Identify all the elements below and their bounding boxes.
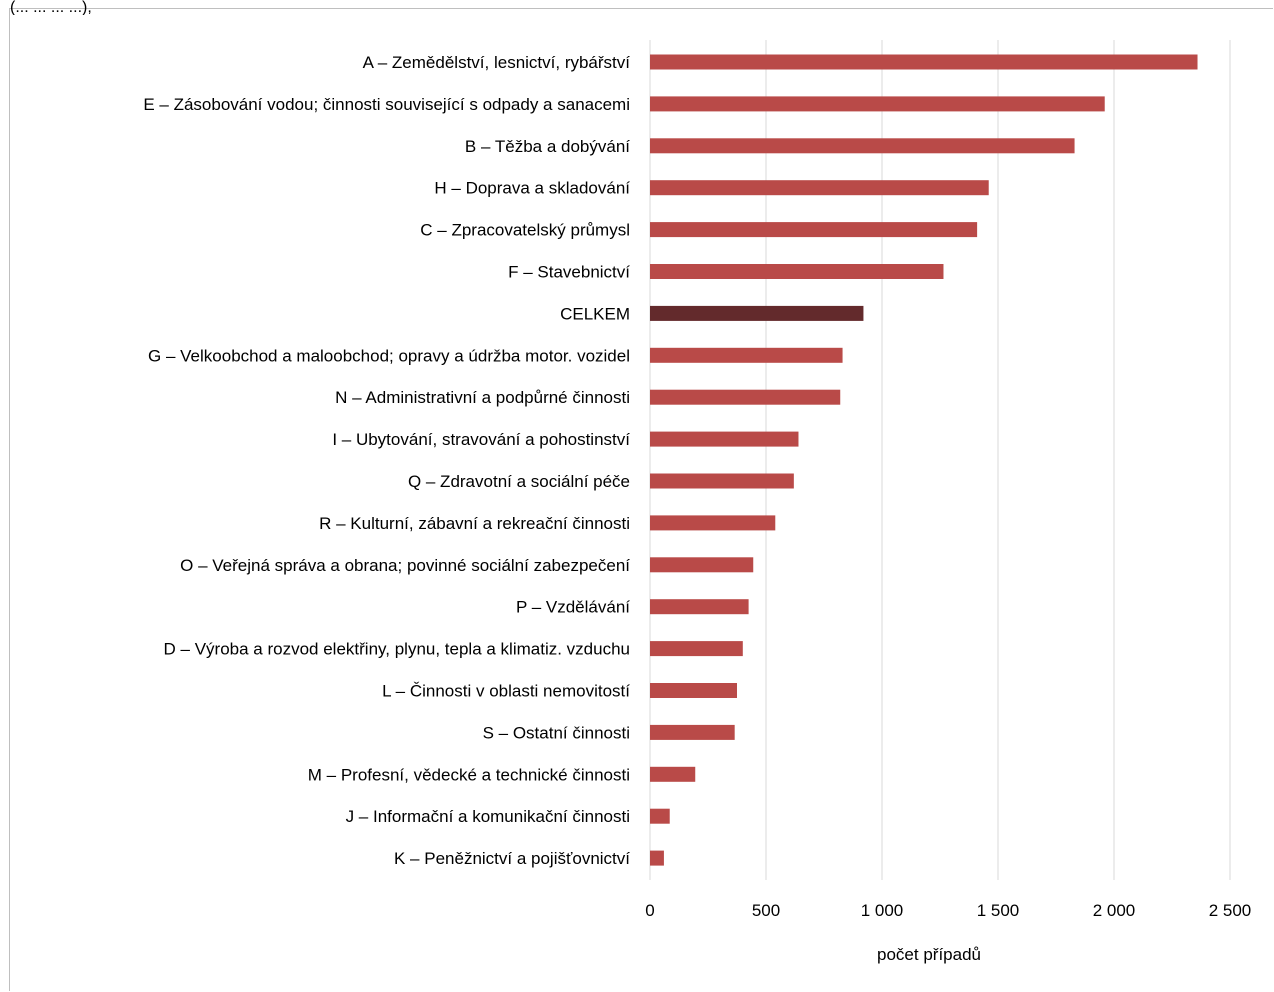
category-label: K – Peněžnictví a pojišťovnictví xyxy=(394,849,630,868)
bar xyxy=(650,431,799,447)
x-axis-title: počet případů xyxy=(877,945,981,964)
category-label: CELKEM xyxy=(560,304,630,323)
bar xyxy=(650,724,735,740)
bar xyxy=(650,96,1105,112)
bar xyxy=(650,557,754,573)
x-tick-label: 0 xyxy=(645,901,654,920)
x-tick-label: 2 000 xyxy=(1093,901,1136,920)
category-label: P – Vzdělávání xyxy=(516,598,630,617)
bar xyxy=(650,515,776,531)
bar xyxy=(650,54,1198,70)
category-labels: A – Zemědělství, lesnictví, rybářství E –… xyxy=(143,53,630,868)
category-label: R – Kulturní, zábavní a rekreační činnos… xyxy=(319,514,630,533)
category-label: C – Zpracovatelský průmysl xyxy=(420,221,630,240)
bar xyxy=(650,264,944,279)
bar xyxy=(650,138,1075,154)
x-tick-labels: 0 500 1 000 1 500 2 000 2 500 xyxy=(645,901,1251,920)
x-tick-label: 1 000 xyxy=(861,901,904,920)
category-label: I – Ubytování, stravování a pohostinství xyxy=(332,430,630,449)
category-label: J – Informační a komunikační činnosti xyxy=(346,807,630,826)
x-tick-label: 500 xyxy=(752,901,780,920)
chart-frame: (... ... ... ...), xyxy=(9,0,1273,991)
bar-total xyxy=(650,305,864,321)
bar xyxy=(650,180,989,196)
category-label: H – Doprava a skladování xyxy=(434,179,630,198)
category-label: N – Administrativní a podpůrné činnosti xyxy=(335,388,630,407)
bar xyxy=(650,850,664,866)
category-label: Q – Zdravotní a sociální péče xyxy=(408,472,630,491)
bar xyxy=(650,683,737,698)
category-label: A – Zemědělství, lesnictví, rybářství xyxy=(363,53,631,72)
category-label: L – Činnosti v oblasti nemovitostí xyxy=(382,682,630,701)
bar xyxy=(650,641,743,657)
cropped-header-text: (... ... ... ...), xyxy=(10,0,92,15)
category-label: M – Profesní, vědecké a technické činnos… xyxy=(308,765,630,784)
gridlines xyxy=(649,40,1231,880)
category-label: E – Zásobování vodou; činnosti souvisejí… xyxy=(143,95,630,114)
category-label: O – Veřejná správa a obrana; povinné soc… xyxy=(180,556,630,575)
bars xyxy=(650,54,1198,866)
category-label: G – Velkoobchod a maloobchod; opravy a ú… xyxy=(148,346,630,365)
bar xyxy=(650,389,841,405)
category-label: D – Výroba a rozvod elektřiny, plynu, te… xyxy=(164,640,630,659)
bar xyxy=(650,808,670,824)
bar xyxy=(650,347,843,363)
x-tick-label: 1 500 xyxy=(977,901,1020,920)
bar xyxy=(650,222,978,238)
bar xyxy=(650,473,794,489)
bar xyxy=(650,766,696,782)
category-label: B – Těžba a dobývání xyxy=(465,137,630,156)
x-tick-label: 2 500 xyxy=(1209,901,1252,920)
category-label: F – Stavebnictví xyxy=(508,263,630,282)
category-label: S – Ostatní činnosti xyxy=(483,723,630,742)
bar xyxy=(650,599,749,615)
